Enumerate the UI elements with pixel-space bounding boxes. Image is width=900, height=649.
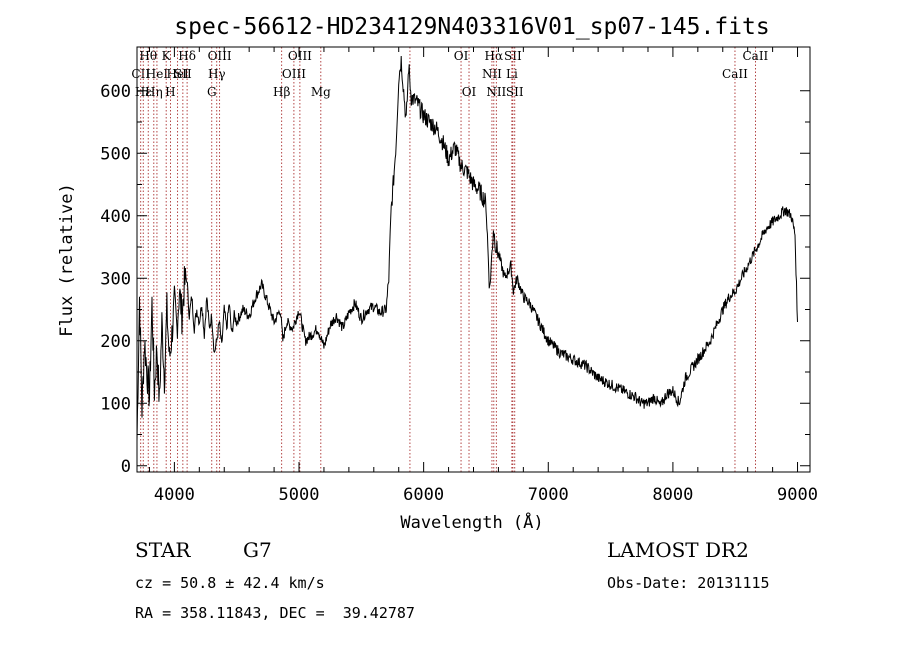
line-marker-label: Hδ [178,49,196,63]
line-marker-label: Hη [145,85,163,99]
line-marker-label: K [162,49,172,63]
line-marker-label: Hβ [273,85,290,99]
line-marker-label: CaII [722,67,748,81]
y-tick-label: 300 [100,269,131,289]
line-marker-label: SII [506,85,524,99]
line-marker-label: Mg [311,85,331,99]
x-tick-label: 8000 [652,485,693,505]
line-marker-label: CII [131,67,150,81]
line-marker-label: OIII [208,49,232,63]
redshift-text: cz = 50.8 ± 42.4 km/s [135,574,325,592]
y-axis-label: Flux (relative) [57,183,77,337]
x-tick-label: 9000 [777,485,818,505]
line-marker-label: NII [486,85,506,99]
line-marker-label: Hθ [139,49,157,63]
line-marker-label: Li [506,67,518,81]
x-axis-label: Wavelength (Å) [400,511,543,533]
object-class: STAR [135,538,191,562]
spectral-line-markers: CIIHεHθHηHeIKHHeISIIHδGHγOIIIHβOIIIOIIIM… [131,47,769,472]
plot-frame [136,46,811,473]
line-marker-label: Hα [485,49,504,63]
survey-name: LAMOST DR2 [607,538,749,562]
obs-date: Obs-Date: 20131115 [607,574,770,592]
x-tick-label: 4000 [154,485,195,505]
spectrum-series [136,55,798,442]
line-marker-label: Hε [135,85,152,99]
line-marker-label: G [207,85,217,99]
line-marker-label: Hγ [208,67,226,81]
spectrum-line [136,55,798,442]
line-marker-label: H [165,85,175,99]
line-marker-label: NII [482,67,502,81]
line-marker-label: CaII [742,49,768,63]
x-tick-label: 5000 [279,485,320,505]
x-tick-label: 7000 [528,485,569,505]
line-marker-label: OI [454,49,469,63]
chart-title: spec-56612-HD234129N403316V01_sp07-145.f… [174,14,769,40]
y-tick-label: 0 [121,457,131,477]
y-tick-label: 500 [100,144,131,164]
axes: 4000 5000 6000 7000 8000 9000 0 100 200 300 400 500… [100,47,818,505]
line-marker-label: OIII [282,67,306,81]
y-tick-label: 100 [100,394,131,414]
line-marker-label: SII [174,67,192,81]
y-tick-label: 200 [100,332,131,352]
object-subclass: G7 [243,538,272,562]
line-marker-label: SII [504,49,522,63]
line-marker-label: OIII [288,49,312,63]
y-tick-label: 600 [100,82,131,102]
line-marker-label: HeI [166,67,189,81]
line-marker-label: HeI [146,67,169,81]
coordinates-text: RA = 358.11843, DEC = 39.42787 [135,604,415,622]
y-tick-label: 400 [100,207,131,227]
x-tick-label: 6000 [403,485,444,505]
line-marker-label: OI [462,85,477,99]
